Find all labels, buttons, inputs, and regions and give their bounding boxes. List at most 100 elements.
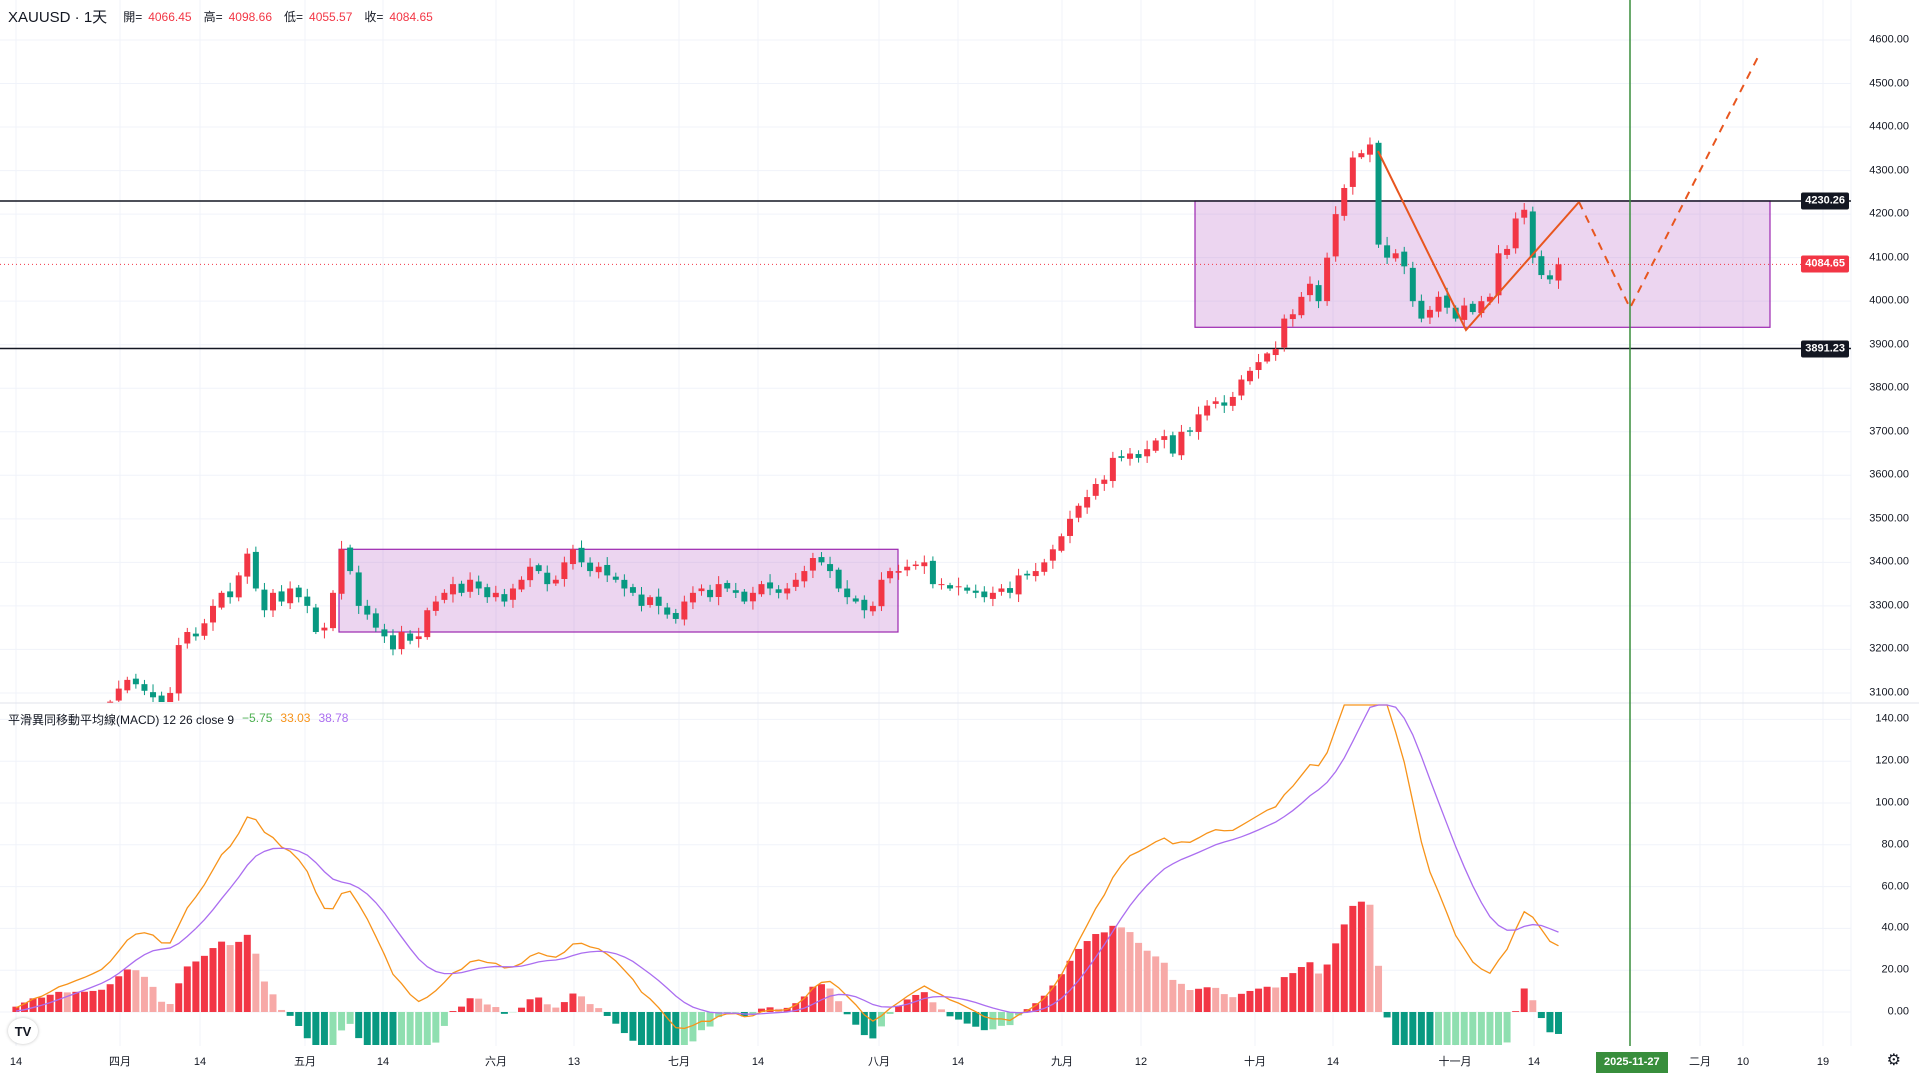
macd-histogram-bar xyxy=(149,986,157,1012)
macd-histogram-bar xyxy=(638,1012,646,1045)
candle xyxy=(287,581,294,610)
macd-histogram-bar xyxy=(1263,986,1271,1012)
macd-histogram-bar xyxy=(1289,973,1297,1012)
macd-histogram-bar xyxy=(903,999,911,1012)
candle xyxy=(1186,426,1193,437)
macd-histogram-bar xyxy=(1169,979,1177,1012)
time-axis-label: 14 xyxy=(1326,1056,1340,1068)
candle-body xyxy=(1212,401,1219,404)
candles xyxy=(107,137,1562,703)
candle-body xyxy=(587,562,594,572)
candle xyxy=(1067,510,1074,544)
candle-body xyxy=(1195,414,1202,432)
candle xyxy=(775,585,782,599)
candle-body xyxy=(338,549,345,594)
price-axis-label: 3600.00 xyxy=(1869,468,1909,481)
candle xyxy=(1007,581,1014,599)
open-value: 4066.45 xyxy=(148,9,192,24)
candle-body xyxy=(1118,456,1125,458)
time-axis-label: 14 xyxy=(751,1056,765,1068)
candle-body xyxy=(1246,370,1253,382)
symbol-title[interactable]: XAUUSD · 1天 xyxy=(8,9,108,26)
open-label: 開= xyxy=(123,10,143,24)
candle-body xyxy=(218,592,225,608)
range-boxes[interactable] xyxy=(338,200,1771,633)
candle xyxy=(758,580,765,597)
macd-histogram-bar xyxy=(792,1003,800,1012)
candle-body xyxy=(1521,209,1528,218)
candle-body xyxy=(1384,245,1391,258)
time-axis-label: 14 xyxy=(951,1056,965,1068)
candle-body xyxy=(1255,362,1262,371)
tradingview-logo-icon[interactable]: TV xyxy=(8,1018,38,1044)
candle-body xyxy=(724,582,731,589)
time-axis-label: 13 xyxy=(567,1056,581,1068)
candle-body xyxy=(227,591,234,598)
settings-gear-icon[interactable]: ⚙ xyxy=(1886,1052,1901,1069)
candle-body xyxy=(869,605,876,612)
macd-histogram-bar xyxy=(1340,924,1348,1012)
candle-body xyxy=(124,679,131,691)
macd-hist-value: −5.75 xyxy=(242,711,273,725)
macd-histogram-bar xyxy=(320,1012,328,1045)
candle xyxy=(998,584,1005,596)
candle xyxy=(1041,558,1048,576)
time-axis-label: 14 xyxy=(9,1056,23,1068)
candle-body xyxy=(1452,307,1459,319)
candle xyxy=(527,558,534,587)
candle-body xyxy=(1186,430,1193,432)
macd-histogram-bar xyxy=(1332,943,1340,1012)
candle xyxy=(724,580,731,592)
macd-histogram-bar xyxy=(295,1012,303,1026)
macd-axis-label: 80.00 xyxy=(1881,838,1909,851)
candle xyxy=(852,595,859,604)
macd-histogram-bar xyxy=(1297,967,1305,1012)
candle xyxy=(767,574,774,596)
candle-body xyxy=(844,588,851,598)
candle xyxy=(389,629,396,656)
price-axis-label: 3100.00 xyxy=(1869,686,1909,699)
candle xyxy=(964,584,971,594)
macd-histogram-bar xyxy=(132,970,140,1012)
macd-histogram-bar xyxy=(706,1012,714,1027)
macd-histogram-bar xyxy=(1529,1000,1537,1012)
candle xyxy=(210,599,217,631)
wave-projection-dashed[interactable] xyxy=(1578,54,1760,311)
macd-histogram-bar xyxy=(483,1004,491,1012)
candle xyxy=(381,623,388,643)
candle-body xyxy=(698,588,705,592)
candle xyxy=(1229,391,1236,411)
range-box[interactable] xyxy=(338,548,899,633)
candle-body xyxy=(201,623,208,636)
candle-body xyxy=(561,562,568,580)
candle-body xyxy=(1092,484,1099,496)
candle-body xyxy=(415,636,422,640)
horizontal-levels[interactable] xyxy=(0,200,1851,350)
macd-histogram-bar xyxy=(1160,962,1168,1012)
candle xyxy=(1084,489,1091,514)
price-axis-label: 3500.00 xyxy=(1869,512,1909,525)
macd-histogram-bar xyxy=(1255,988,1263,1012)
candle-body xyxy=(1084,497,1091,508)
candle xyxy=(1461,297,1468,329)
signal-line xyxy=(15,704,1559,1015)
wave-solid[interactable] xyxy=(1377,150,1580,332)
projection-lines[interactable] xyxy=(1377,54,1760,332)
macd-legend[interactable]: 平滑異同移動平均線(MACD) 12 26 close 9 −5.75 33.0… xyxy=(8,711,348,728)
candle-body xyxy=(1358,153,1365,158)
macd-histogram-bar xyxy=(46,994,54,1012)
candle xyxy=(844,580,851,605)
candle-body xyxy=(612,576,619,580)
candle-body xyxy=(715,584,722,598)
macd-histogram-bar xyxy=(269,994,277,1012)
macd-histogram-bar xyxy=(106,984,114,1012)
candle-body xyxy=(115,688,122,701)
macd-histogram-bar xyxy=(655,1012,663,1045)
macd-histogram-bar xyxy=(183,966,191,1012)
macd-histogram-bar xyxy=(689,1012,697,1042)
candle xyxy=(1195,406,1202,440)
candle-body xyxy=(372,613,379,628)
macd-histogram-bar xyxy=(63,992,71,1012)
macd-histogram-bar xyxy=(175,983,183,1012)
